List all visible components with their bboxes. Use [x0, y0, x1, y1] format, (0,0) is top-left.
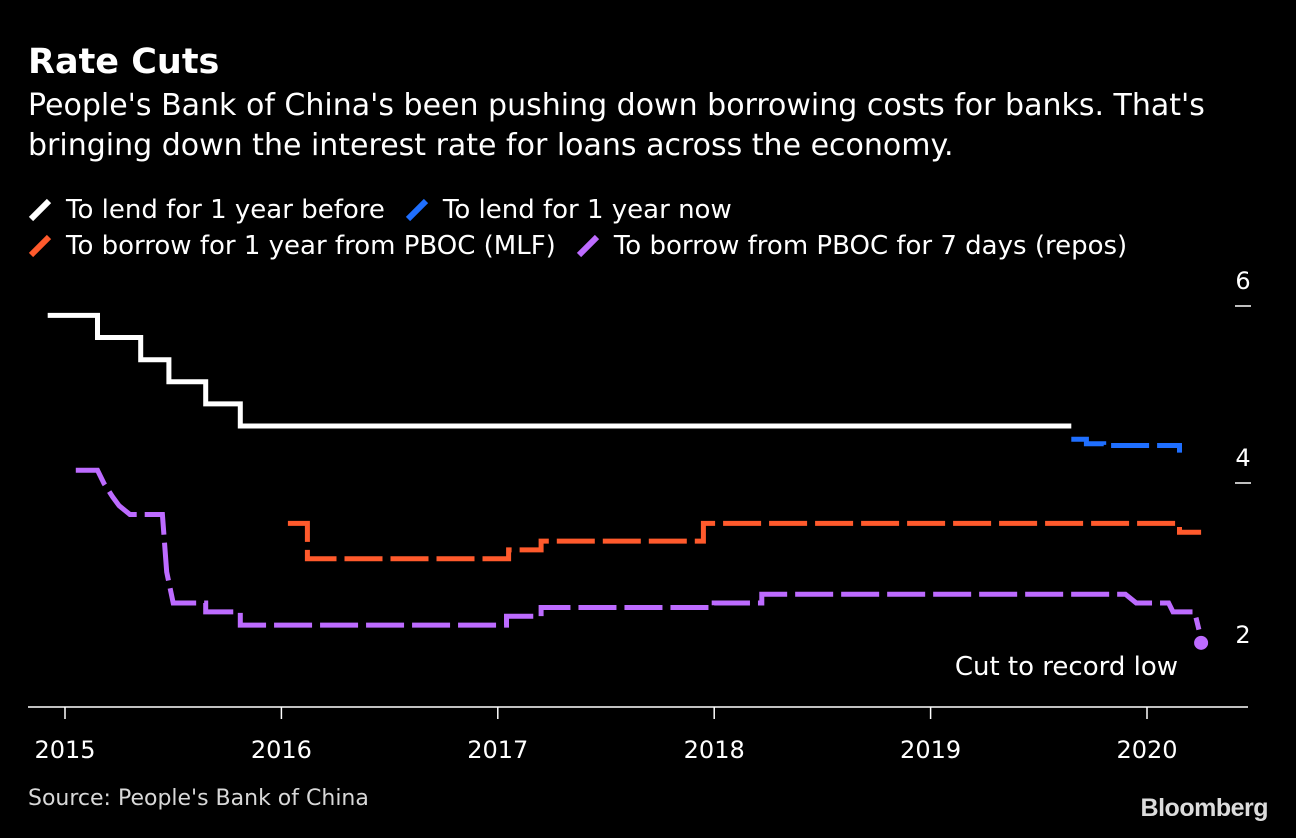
legend-swatch-lend-now	[405, 198, 428, 222]
legend-label-repos: To borrow from PBOC for 7 days (repos)	[613, 231, 1128, 261]
legend-row-1: To lend for 1 year before To lend for 1 …	[28, 192, 1268, 228]
legend-label-mlf: To borrow for 1 year from PBOC (MLF)	[66, 231, 556, 261]
x-tick-label-2015: 2015	[34, 736, 95, 764]
annotation-record-low: Cut to record low	[955, 652, 1178, 682]
record-low-dot	[1194, 635, 1209, 650]
legend: To lend for 1 year before To lend for 1 …	[28, 192, 1268, 264]
legend-item-mlf: To borrow for 1 year from PBOC (MLF)	[28, 228, 556, 264]
x-tick-label-2019: 2019	[900, 736, 961, 764]
x-tick-label-2017: 2017	[467, 736, 528, 764]
chart-title: Rate Cuts	[28, 42, 220, 82]
legend-item-repos: To borrow from PBOC for 7 days (repos)	[576, 228, 1127, 264]
y-tick-label-2: 2	[1235, 621, 1250, 649]
x-tick-label-2018: 2018	[684, 736, 745, 764]
legend-swatch-mlf	[28, 234, 52, 258]
legend-label-lend-before: To lend for 1 year before	[66, 195, 385, 225]
legend-swatch-lend-before	[28, 198, 52, 222]
legend-item-lend-now: To lend for 1 year now	[405, 192, 732, 228]
source-note: Source: People's Bank of China	[28, 786, 369, 811]
chart-subtitle: People's Bank of China's been pushing do…	[28, 88, 1205, 163]
legend-row-2: To borrow for 1 year from PBOC (MLF) To …	[28, 228, 1268, 264]
bloomberg-logo: Bloomberg	[1140, 794, 1269, 822]
legend-swatch-repos	[576, 234, 599, 258]
x-tick-label-2020: 2020	[1116, 736, 1177, 764]
y-tick-label-6: 6	[1235, 267, 1250, 295]
series-line-mlf	[287, 520, 1202, 562]
series-line-lend-before	[47, 312, 1072, 429]
legend-item-lend-before: To lend for 1 year before	[28, 192, 385, 228]
y-tick-label-4: 4	[1235, 444, 1250, 472]
x-tick-label-2016: 2016	[251, 736, 312, 764]
legend-label-lend-now: To lend for 1 year now	[442, 195, 732, 225]
series-line-lend-now	[1071, 436, 1182, 453]
series-line-repos	[75, 467, 1202, 631]
